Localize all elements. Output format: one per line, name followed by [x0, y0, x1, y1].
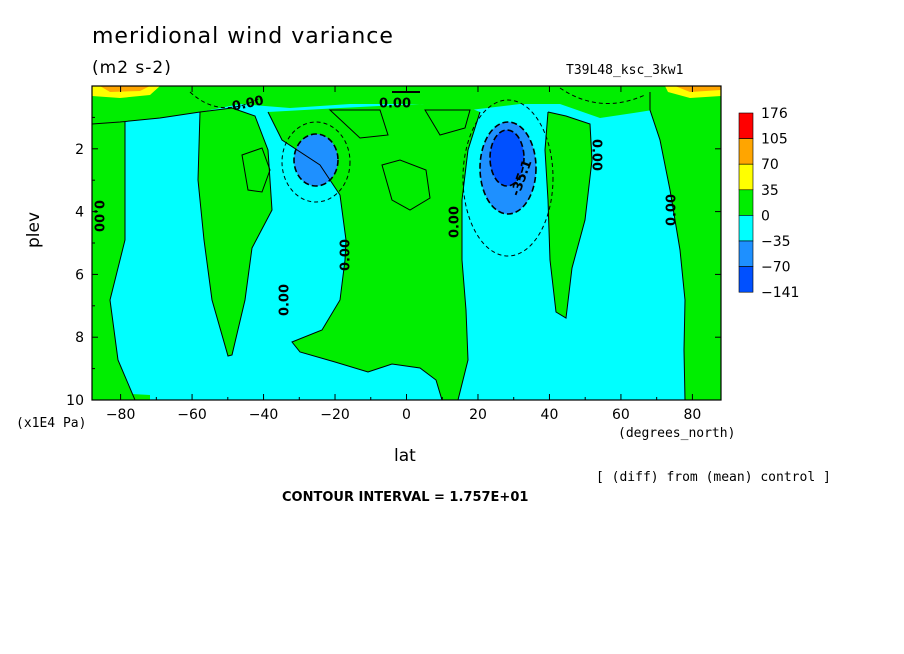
- contour-label: 0.00: [665, 194, 680, 226]
- field-positive-tongue-midlat-south: [198, 108, 272, 356]
- contour-negative: [489, 129, 525, 187]
- field-core-north-inner: [490, 130, 524, 186]
- contour-zero: [457, 111, 481, 400]
- contour-negative: [559, 87, 646, 104]
- y-tick-label: 2: [75, 142, 84, 158]
- diff-note: [ (diff) from (mean) control ]: [596, 470, 831, 485]
- field-positive-left-strip: [92, 122, 135, 400]
- y-axis: 2 4 6 8 10: [66, 116, 721, 409]
- field-level70-top-right: [675, 86, 721, 92]
- field-positive-tongue-midlat-north: [545, 112, 592, 318]
- contour-label: 0.00: [379, 97, 411, 112]
- contour-negative: [462, 99, 554, 257]
- colorbar-label: 176: [761, 106, 788, 122]
- y-tick-label: 10: [66, 393, 84, 409]
- colorbar-swatch: [738, 189, 754, 216]
- field-level70-top-left: [100, 86, 150, 92]
- x-tick-label: 20: [469, 407, 487, 423]
- x-axis-title: lat: [394, 446, 416, 466]
- contour-lines: [92, 87, 686, 400]
- colorbar-label: 35: [761, 183, 779, 199]
- contour-zero-small: [381, 159, 431, 211]
- colorbar-label: 0: [761, 208, 770, 224]
- x-tick-label: 60: [612, 407, 630, 423]
- x-axis: −80 −60 −40 −20 0 20 40 60 80: [106, 86, 701, 423]
- field-positive-right-strip: [650, 92, 721, 400]
- contour-zero-small: [424, 109, 471, 136]
- y-tick-label: 6: [75, 267, 84, 283]
- contour-zero: [109, 122, 136, 400]
- run-label: T39L48_ksc_3kw1: [566, 63, 684, 78]
- contour-label: 0.00: [278, 284, 293, 316]
- contour-fields: [92, 86, 721, 400]
- x-axis-units: (degrees_north): [618, 426, 736, 441]
- contour-negative: [293, 133, 339, 187]
- chart-title: meridional wind variance: [92, 24, 394, 49]
- colorbar-label: 105: [761, 132, 788, 148]
- contour-label: 0.00: [339, 239, 354, 271]
- colorbar-label: −141: [761, 285, 799, 301]
- contour-interval-label: CONTOUR INTERVAL = 1.757E+01: [282, 490, 529, 505]
- contour-label: 0.00: [589, 139, 604, 171]
- contour-zero-small: [328, 109, 389, 139]
- contour-negative: [479, 121, 537, 215]
- x-tick-label: 80: [683, 407, 701, 423]
- colorbar-swatch: [738, 112, 754, 139]
- x-tick-label: −40: [249, 407, 279, 423]
- colorbar-swatch: [738, 266, 754, 293]
- chart-units: (m2 s-2): [92, 58, 172, 78]
- contour-zero-small: [241, 147, 271, 193]
- contour-negative: [189, 91, 261, 109]
- x-tick-label: 0: [402, 407, 411, 423]
- x-tick-label: −20: [320, 407, 350, 423]
- colorbar-swatch: [738, 138, 754, 165]
- contour-zero: [92, 111, 201, 125]
- y-axis-units: (x1E4 Pa): [16, 416, 87, 431]
- contour-label: 0.00: [91, 200, 106, 232]
- contour-label: 0.00: [448, 206, 463, 238]
- contour-negative: [281, 121, 351, 203]
- contour-zero: [649, 92, 686, 400]
- colorbar-swatch: [738, 163, 754, 191]
- y-tick-label: 8: [75, 330, 84, 346]
- colorbar-label: 70: [761, 157, 779, 173]
- contour-zero: [544, 111, 593, 319]
- colorbar-label: −70: [761, 260, 791, 276]
- y-axis-title: plev: [24, 211, 44, 248]
- x-tick-label: −80: [106, 407, 136, 423]
- colorbar-label: −35: [761, 234, 791, 250]
- contour-label: 0.00: [231, 93, 265, 114]
- colorbar-swatch: [738, 240, 754, 267]
- colorbar: 176 105 70 35 0 −35 −70 −141: [738, 106, 799, 301]
- y-tick-label: 4: [75, 205, 84, 221]
- field-positive-top-band: [92, 86, 721, 124]
- field-core-south-outer: [294, 134, 338, 186]
- x-tick-label: 40: [541, 407, 559, 423]
- x-tick-label: −60: [177, 407, 207, 423]
- contour-zero: [197, 107, 273, 357]
- colorbar-swatch: [738, 215, 754, 242]
